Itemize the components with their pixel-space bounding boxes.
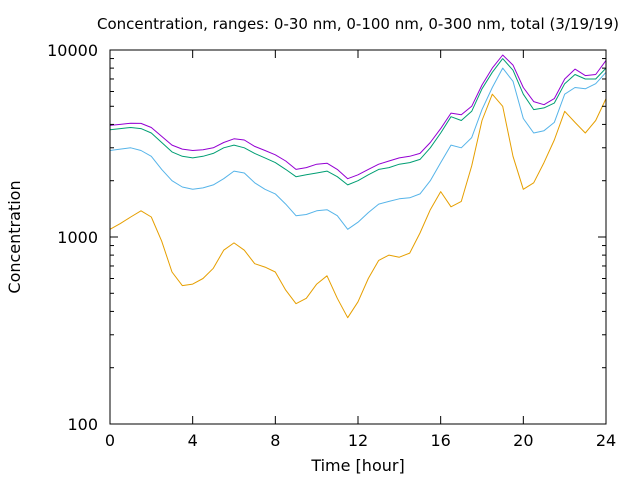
axes-group: 0 4 8 12 16 20 24 100 1000 10000 [47, 41, 616, 450]
y-tick-label: 100 [67, 415, 98, 434]
x-tick-label: 4 [188, 431, 198, 450]
y-tick-label: 1000 [57, 228, 98, 247]
x-tick-label: 24 [596, 431, 616, 450]
y-axis-label: Concentration [5, 180, 24, 293]
series-line-4 [109, 93, 607, 319]
y-tick-label: 10000 [47, 41, 98, 60]
x-tick-label: 16 [430, 431, 450, 450]
series-line-1 [109, 54, 607, 180]
chart-title: Concentration, ranges: 0-30 nm, 0-100 nm… [97, 15, 619, 33]
series-line-2 [109, 58, 607, 186]
series-group [109, 54, 607, 319]
x-tick-label: 20 [513, 431, 533, 450]
x-tick-label: 8 [270, 431, 280, 450]
x-tick-label: 0 [105, 431, 115, 450]
x-tick-label: 12 [348, 431, 368, 450]
series-line-3 [109, 67, 607, 230]
x-axis-label: Time [hour] [310, 456, 404, 475]
